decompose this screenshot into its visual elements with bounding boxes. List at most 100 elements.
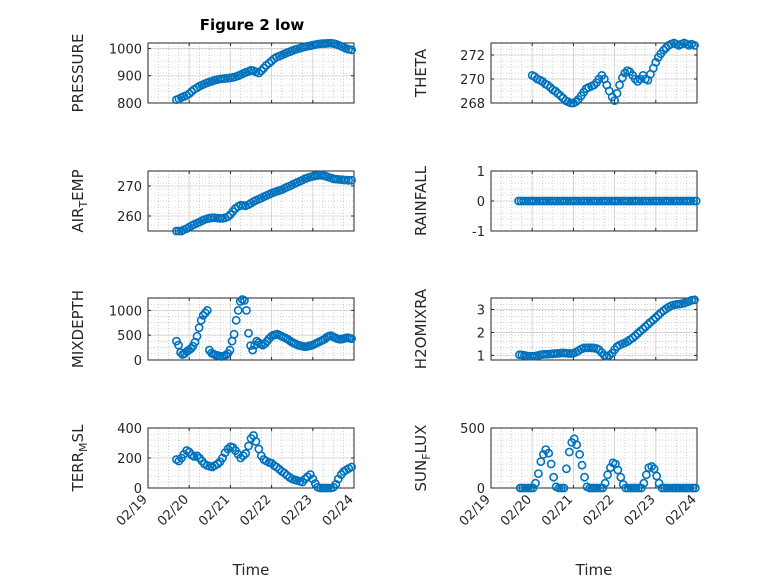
series-mixdepth — [172, 295, 356, 361]
panel-mixdepth: 0 500 1000 MIXDEPTH — [69, 290, 356, 369]
y-tick-label: 1000 — [109, 42, 142, 57]
data-point — [308, 474, 318, 484]
data-point — [233, 305, 243, 315]
y-axis-label-theta: THETA — [412, 48, 430, 98]
data-point — [647, 461, 657, 471]
data-point — [235, 297, 245, 306]
data-point — [651, 57, 661, 67]
data-point — [630, 74, 640, 84]
data-point — [194, 323, 204, 333]
data-point — [550, 86, 560, 96]
data-point — [544, 448, 554, 458]
data-point — [279, 468, 289, 478]
x-tick-label: 02/22 — [580, 492, 617, 529]
y-tick-label: 0 — [134, 354, 142, 369]
axes-box-h2omixra — [490, 297, 698, 361]
data-point — [612, 89, 622, 98]
y-tick-label: 272 — [460, 49, 485, 64]
data-point — [305, 470, 315, 479]
data-point — [242, 305, 251, 315]
data-point — [200, 308, 210, 318]
data-point — [184, 89, 194, 99]
panel-rainfall: -1 0 1 RAINFALL — [412, 165, 701, 240]
y-axis-label-terr-msl: TERRMSL — [69, 424, 90, 493]
data-point — [691, 196, 701, 206]
grid-h2omixra — [490, 298, 698, 360]
data-point — [630, 331, 640, 341]
data-point — [564, 447, 574, 457]
data-point — [248, 345, 258, 355]
data-point — [323, 483, 333, 493]
data-point — [347, 175, 356, 185]
data-point — [686, 196, 696, 206]
series-terr-msl — [172, 431, 356, 493]
data-point — [238, 451, 248, 461]
data-point — [559, 483, 569, 493]
data-point — [620, 68, 630, 78]
data-point — [192, 331, 202, 341]
data-point — [347, 462, 356, 472]
axes-box-air-temp — [147, 170, 355, 232]
data-point — [536, 457, 546, 466]
data-point — [651, 313, 661, 322]
y-axis-label-pressure: PRESSURE — [69, 34, 87, 113]
data-point — [580, 472, 589, 482]
data-point — [192, 451, 202, 461]
data-point — [556, 91, 566, 101]
data-point — [571, 97, 581, 107]
data-point — [613, 465, 623, 475]
y-tick-label: 3 — [477, 303, 485, 318]
data-point — [690, 41, 699, 50]
x-tick-label: 02/20 — [155, 492, 192, 529]
data-point — [231, 315, 241, 325]
y-tick-label: 1000 — [109, 304, 142, 319]
series-pressure — [172, 38, 356, 105]
y-tick-label: 1 — [477, 165, 485, 180]
panel-sun-flux: 0 500 02/19 02/20 02/21 02/22 02/23 02/24 Time SU… — [412, 422, 700, 579]
x-tick-label: 02/19 — [114, 492, 151, 529]
data-point — [533, 469, 543, 478]
data-point — [264, 58, 274, 68]
data-point — [196, 315, 206, 325]
figure-title: Figure 2 low — [200, 16, 305, 34]
data-point — [347, 334, 356, 344]
grid-mixdepth — [147, 298, 355, 361]
data-point — [561, 464, 571, 474]
data-point — [531, 478, 540, 488]
y-tick-label: 500 — [117, 329, 142, 344]
data-point — [641, 470, 651, 480]
data-point — [618, 73, 627, 83]
y-tick-label: -1 — [472, 225, 485, 240]
data-point — [615, 80, 624, 90]
data-point — [572, 440, 582, 450]
data-point — [528, 483, 538, 493]
x-tick-label: 02/24 — [320, 492, 357, 529]
data-point — [659, 45, 669, 55]
panel-theta: 268 270 272 THETA — [412, 38, 699, 112]
data-point — [641, 322, 650, 332]
data-point — [223, 212, 233, 221]
series-air-temp — [172, 170, 356, 236]
data-point — [685, 483, 695, 493]
data-point — [251, 437, 261, 446]
axes-box-theta — [490, 42, 698, 104]
y-axis-label-rainfall: RAINFALL — [412, 165, 430, 236]
data-point — [636, 483, 646, 493]
x-tick-label: 02/21 — [196, 492, 233, 529]
data-point — [202, 305, 212, 315]
y-tick-label: 200 — [117, 452, 142, 467]
axes-box-mixdepth — [147, 297, 355, 361]
data-point — [577, 460, 587, 470]
y-tick-label: 2 — [477, 326, 485, 341]
x-tick-label: 02/23 — [622, 492, 659, 529]
axes-box-pressure — [147, 42, 355, 104]
data-point — [213, 459, 223, 469]
data-point — [244, 441, 253, 451]
data-point — [598, 483, 608, 493]
data-point — [347, 45, 356, 55]
series-sun-flux — [515, 434, 700, 493]
data-point — [186, 344, 196, 353]
